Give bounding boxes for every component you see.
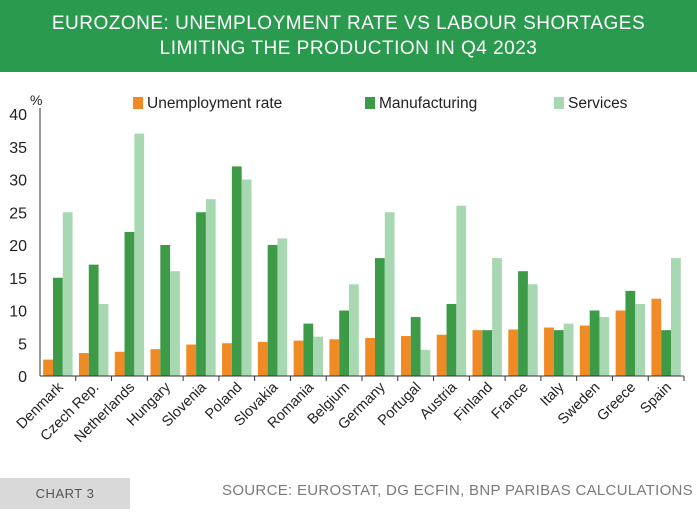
bar-services-sweden xyxy=(599,317,610,376)
legend-swatch xyxy=(554,97,564,109)
bar-manufacturing-romania xyxy=(303,323,314,376)
bar-manufacturing-france xyxy=(518,271,528,376)
chart-title-line-2: LIMITING THE PRODUCTION IN Q4 2023 xyxy=(159,38,538,59)
bar-services-czech-rep- xyxy=(98,303,109,376)
bar-unemployment-rate-romania xyxy=(293,340,304,376)
y-tick-label: 20 xyxy=(9,238,27,255)
bar-unemployment-rate-denmark xyxy=(43,359,53,376)
bar-manufacturing-germany xyxy=(374,258,385,376)
y-tick-label: 35 xyxy=(9,140,27,157)
bar-manufacturing-slovakia xyxy=(267,245,278,376)
bar-unemployment-rate-germany xyxy=(365,338,375,376)
legend-label: Manufacturing xyxy=(379,95,477,112)
bar-unemployment-rate-finland xyxy=(472,330,483,376)
bar-unemployment-rate-netherlands xyxy=(114,351,125,376)
chart-title-line-1: EUROZONE: UNEMPLOYMENT RATE VS LABOUR SH… xyxy=(51,13,646,34)
bar-services-poland xyxy=(241,179,252,376)
bar-manufacturing-poland xyxy=(231,166,242,376)
x-tick-label: Greece xyxy=(594,380,639,425)
source-note: SOURCE: EUROSTAT, DG ECFIN, BNP PARIBAS … xyxy=(222,482,693,499)
bar-manufacturing-finland xyxy=(482,330,493,376)
y-tick-label: 15 xyxy=(9,271,27,288)
bar-services-finland xyxy=(492,258,502,376)
bar-services-slovenia xyxy=(205,199,216,376)
bar-services-greece xyxy=(635,303,646,376)
x-tick-label: Italy xyxy=(537,379,568,410)
bar-manufacturing-greece xyxy=(625,290,636,376)
legend-swatch xyxy=(365,97,375,109)
chart-number-tag: CHART 3 xyxy=(0,478,130,509)
bar-unemployment-rate-czech-rep- xyxy=(78,353,89,376)
bar-unemployment-rate-slovenia xyxy=(186,344,197,376)
bar-services-spain xyxy=(671,258,681,376)
chart-header: EUROZONE: UNEMPLOYMENT RATE VS LABOUR SH… xyxy=(0,0,697,72)
bar-manufacturing-austria xyxy=(446,303,457,376)
bar-unemployment-rate-spain xyxy=(651,298,662,376)
bar-unemployment-rate-slovakia xyxy=(257,341,268,376)
y-tick-label: 40 xyxy=(9,107,27,124)
bar-manufacturing-italy xyxy=(553,330,564,376)
bar-unemployment-rate-greece xyxy=(615,310,626,376)
bar-unemployment-rate-hungary xyxy=(150,349,161,376)
y-tick-label: 30 xyxy=(9,173,27,190)
bar-services-netherlands xyxy=(134,133,145,376)
bar-manufacturing-czech-rep- xyxy=(88,264,99,376)
bar-manufacturing-netherlands xyxy=(124,231,135,376)
y-tick-label: 5 xyxy=(18,336,27,353)
y-tick-label: 10 xyxy=(9,304,27,321)
bar-unemployment-rate-portugal xyxy=(400,336,411,376)
bar-unemployment-rate-belgium xyxy=(329,339,340,376)
bar-unemployment-rate-sweden xyxy=(579,325,590,376)
bar-services-france xyxy=(527,284,538,376)
bar-services-hungary xyxy=(170,271,180,376)
bar-services-denmark xyxy=(62,212,73,376)
legend-swatch xyxy=(133,97,143,109)
bar-manufacturing-spain xyxy=(661,330,672,376)
bar-unemployment-rate-france xyxy=(508,329,519,376)
bar-manufacturing-hungary xyxy=(160,245,171,376)
bar-unemployment-rate-poland xyxy=(222,343,232,376)
bar-manufacturing-sweden xyxy=(589,310,600,376)
y-tick-label: 25 xyxy=(9,205,27,222)
x-tick-label: Finland xyxy=(451,380,496,425)
legend-label: Services xyxy=(568,95,628,112)
bar-manufacturing-belgium xyxy=(339,310,350,376)
bar-manufacturing-slovenia xyxy=(196,212,206,376)
bar-unemployment-rate-italy xyxy=(544,327,554,376)
bar-services-slovakia xyxy=(277,238,288,376)
bar-services-austria xyxy=(456,205,467,376)
bar-unemployment-rate-austria xyxy=(436,334,447,376)
bar-services-belgium xyxy=(349,284,359,376)
bar-services-portugal xyxy=(420,349,431,376)
legend-label: Unemployment rate xyxy=(147,95,282,112)
bar-manufacturing-portugal xyxy=(410,317,421,376)
y-tick-label: 0 xyxy=(18,369,27,386)
bar-services-italy xyxy=(563,323,574,376)
bar-manufacturing-denmark xyxy=(52,277,63,376)
x-tick-label: Spain xyxy=(637,380,675,418)
x-tick-label: France xyxy=(489,380,532,423)
y-axis-label: % xyxy=(30,92,42,108)
bar-services-romania xyxy=(313,336,324,376)
bar-services-germany xyxy=(384,212,395,376)
